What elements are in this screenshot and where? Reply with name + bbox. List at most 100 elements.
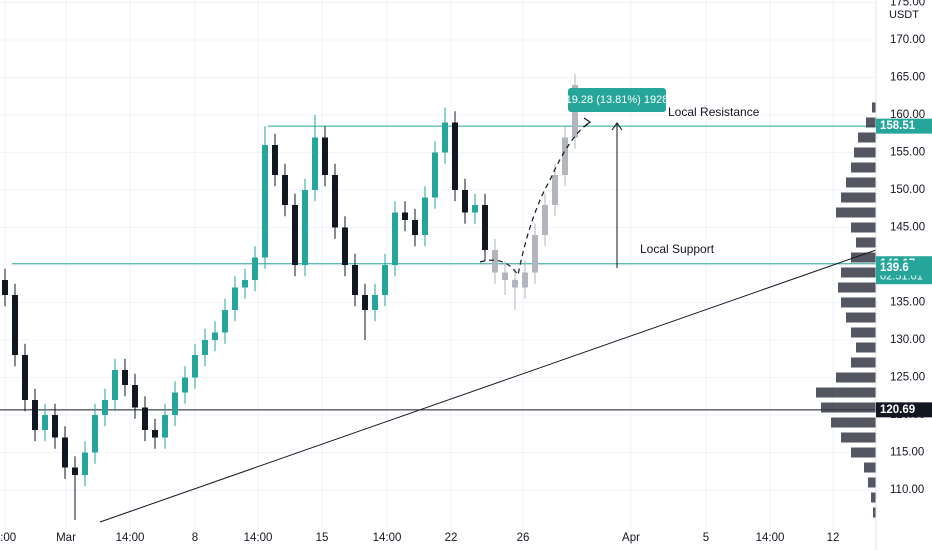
y-tick-label: 110.00 bbox=[890, 484, 924, 496]
y-tick-label: 160.00 bbox=[890, 109, 925, 121]
candle-body bbox=[422, 197, 428, 235]
x-tick-label: Mar bbox=[56, 532, 76, 544]
candle-body bbox=[512, 280, 518, 288]
candle-body bbox=[322, 137, 328, 175]
profile-bar bbox=[851, 222, 876, 233]
profile-bar bbox=[856, 237, 876, 248]
candle-body bbox=[372, 295, 378, 311]
candle-body bbox=[132, 385, 138, 408]
candle-body bbox=[382, 265, 388, 296]
profile-bar bbox=[866, 117, 876, 128]
measure-label: 19.28 (13.81%) 1928 bbox=[566, 94, 669, 106]
y-tick-label: 115.00 bbox=[890, 447, 924, 459]
projection-path bbox=[479, 121, 591, 277]
candle-body bbox=[212, 332, 218, 341]
projection-arrow bbox=[583, 117, 592, 128]
candle-body bbox=[52, 415, 58, 438]
profile-bar bbox=[841, 267, 876, 278]
profile-bar bbox=[868, 477, 876, 488]
profile-bar bbox=[856, 342, 876, 353]
candle-body bbox=[232, 287, 238, 311]
x-tick-label: 22 bbox=[445, 532, 458, 544]
y-tick-label: 175.00 bbox=[890, 0, 925, 9]
candle-body bbox=[292, 204, 298, 265]
y-tick-label: 125.00 bbox=[890, 372, 925, 384]
candle-body bbox=[272, 144, 278, 175]
price-tag bbox=[876, 118, 932, 134]
candle-body bbox=[192, 355, 198, 378]
candle-body bbox=[352, 265, 358, 296]
profile-bar bbox=[821, 402, 876, 413]
grid bbox=[0, 0, 876, 530]
profile-bar bbox=[854, 147, 876, 158]
candle-body bbox=[152, 430, 158, 438]
profile-bar bbox=[836, 372, 876, 383]
candle-body bbox=[112, 370, 118, 401]
profile-bar bbox=[841, 192, 876, 203]
candle-body bbox=[182, 377, 188, 393]
candle-body bbox=[122, 370, 128, 386]
profile-bar bbox=[846, 312, 876, 323]
candle-body bbox=[12, 295, 18, 356]
profile-bar bbox=[816, 387, 876, 398]
price-tag-label: 139.6 bbox=[880, 262, 909, 274]
candle-body bbox=[532, 234, 538, 273]
profile-bar bbox=[851, 447, 876, 458]
candle-body bbox=[392, 212, 398, 265]
profile-bar bbox=[851, 252, 876, 263]
candles bbox=[2, 73, 578, 521]
candle-body bbox=[162, 415, 168, 438]
candle-body bbox=[552, 174, 558, 205]
profile-bar bbox=[851, 162, 876, 173]
candle-body bbox=[342, 227, 348, 265]
x-tick-label: 0:00 bbox=[0, 532, 16, 544]
candle-body bbox=[542, 204, 548, 235]
profile-bar bbox=[841, 297, 876, 308]
candle-body bbox=[102, 400, 108, 416]
x-tick-label: Apr bbox=[622, 532, 640, 544]
candle-body bbox=[472, 204, 478, 213]
profile-bar bbox=[846, 177, 876, 188]
measure-box bbox=[568, 88, 666, 112]
y-tick-label: 155.00 bbox=[890, 147, 925, 159]
profile-bar bbox=[872, 102, 876, 113]
candle-body bbox=[282, 174, 288, 205]
candle-body bbox=[222, 310, 228, 333]
trend-line bbox=[99, 249, 877, 523]
y-tick-label: 150.00 bbox=[890, 184, 925, 196]
profile-bar bbox=[836, 207, 876, 218]
candle-body bbox=[562, 137, 568, 175]
x-tick-label: 15 bbox=[316, 532, 329, 544]
candle-body bbox=[412, 219, 418, 235]
resistance-label: Local Resistance bbox=[668, 105, 760, 119]
candle-body bbox=[332, 174, 338, 228]
candle-body bbox=[32, 400, 38, 431]
profile-bar bbox=[841, 432, 876, 443]
candle-body bbox=[302, 189, 308, 265]
y-tick-label: 145.00 bbox=[890, 222, 925, 234]
candle-body bbox=[522, 272, 528, 288]
x-tick-label: 26 bbox=[517, 532, 530, 544]
candle-body bbox=[142, 407, 148, 431]
profile-bar bbox=[838, 282, 876, 293]
candle-body bbox=[242, 280, 248, 288]
profile-bar bbox=[851, 327, 876, 338]
profile-bar bbox=[864, 462, 876, 473]
candle-body bbox=[172, 392, 178, 416]
candle-body bbox=[2, 280, 8, 296]
measure-arrow bbox=[611, 122, 623, 131]
candle-body bbox=[362, 295, 368, 311]
profile-bar bbox=[831, 417, 876, 428]
x-tick-label: 8 bbox=[192, 532, 198, 544]
candle-body bbox=[262, 144, 268, 258]
candle-body bbox=[502, 272, 508, 281]
y-tick-label: 135.00 bbox=[890, 297, 925, 309]
y-unit: USDT bbox=[889, 9, 919, 21]
price-tag bbox=[876, 402, 932, 418]
candle-body bbox=[482, 204, 488, 250]
candle-body bbox=[452, 122, 458, 190]
profile-bar bbox=[873, 507, 876, 518]
